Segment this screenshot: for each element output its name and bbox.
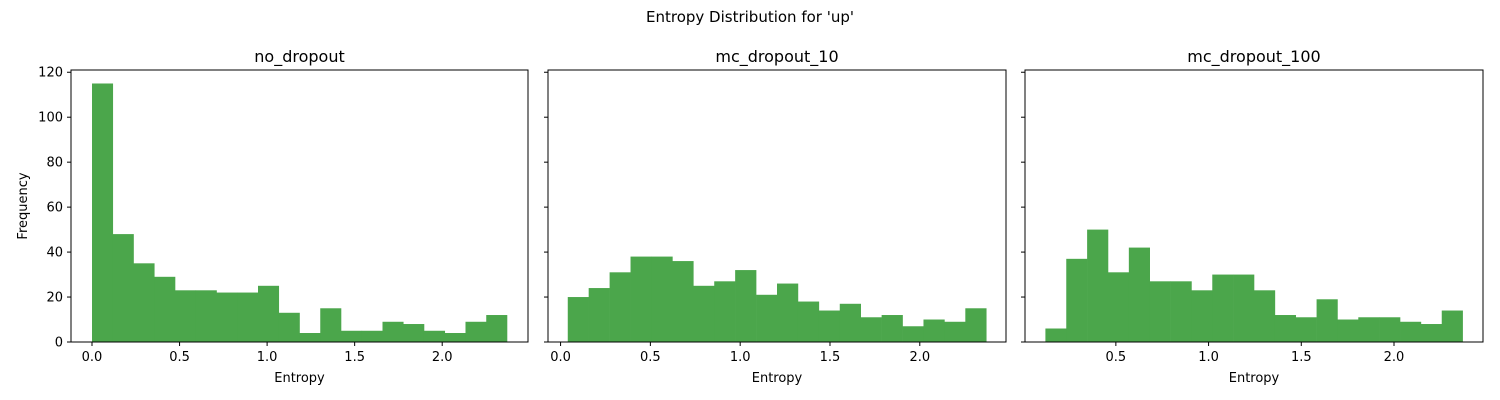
x-tick-label: 1.5 [1291, 350, 1312, 365]
x-tick-label: 0.0 [82, 350, 103, 365]
histogram-bar [92, 83, 114, 343]
panel-0: 0.0 0.5 1.0 1.5 2.0 0 20 40 60 80 100 120 no_dropout… [38, 47, 529, 386]
panel-1: 0.0 0.5 1.0 1.5 2.0 mc_dropout_10 Entropy [544, 47, 1007, 386]
x-axis-label: Entropy [274, 371, 325, 386]
x-tick-label: 1.5 [820, 350, 841, 365]
histogram-bar [382, 321, 404, 342]
histogram-bar [735, 270, 757, 342]
histogram-bar [944, 321, 966, 342]
histogram-bar [1107, 272, 1130, 342]
histogram-bar [258, 285, 280, 342]
x-tick-label: 0.5 [1106, 350, 1127, 365]
histogram-bar [797, 301, 820, 342]
figure-title: Entropy Distribution for 'up' [646, 8, 854, 26]
histogram-bar [923, 319, 945, 342]
y-tick-label: 120 [38, 66, 63, 81]
histogram-bar [1316, 299, 1338, 342]
x-axis-label: Entropy [752, 371, 803, 386]
x-tick-label: 2.0 [432, 350, 453, 365]
histogram-bar [630, 256, 652, 342]
histogram-bar [588, 288, 610, 342]
x-tick-label: 0.5 [640, 350, 661, 365]
x-tick-label: 2.0 [1384, 350, 1405, 365]
histogram-bar [1379, 317, 1401, 342]
y-tick-label: 60 [46, 201, 63, 216]
histogram-bar [1441, 310, 1463, 342]
x-tick-label: 1.0 [730, 350, 751, 365]
histogram-bar [403, 324, 425, 342]
histogram-bar [609, 272, 631, 342]
axes-frame [1024, 69, 1484, 343]
histogram-bar [1274, 315, 1297, 342]
histogram-bar [651, 256, 673, 342]
histogram-bar [1066, 258, 1088, 342]
histogram-bar [195, 290, 217, 342]
axes-frame [547, 69, 1007, 343]
histogram-bar [444, 333, 466, 342]
axes-frame [70, 69, 529, 343]
x-tick-label: 0.0 [550, 350, 571, 365]
histogram-bar [1233, 274, 1255, 342]
histogram-bar [1087, 229, 1109, 342]
histogram-bar [714, 281, 736, 342]
y-tick-label: 40 [46, 246, 63, 261]
histogram-bar [175, 290, 197, 342]
histogram-bar [777, 283, 799, 342]
panel-2: 0.5 1.0 1.5 2.0 mc_dropout_100 Entropy [1021, 47, 1484, 386]
histogram-bar [965, 308, 987, 342]
histogram-bar [1045, 328, 1067, 342]
histogram-bar [1400, 321, 1422, 342]
histogram-bar [881, 315, 903, 342]
histogram-bar [361, 330, 383, 342]
y-tick-label: 0 [55, 336, 63, 351]
histogram-bar [320, 308, 342, 342]
histogram-bar [486, 315, 508, 342]
histogram-bar [341, 330, 363, 342]
histogram-bar [1420, 324, 1443, 342]
histogram-bar [567, 297, 589, 342]
histogram-bar [756, 294, 778, 342]
panel-title: no_dropout [254, 47, 344, 67]
histogram-bar [902, 326, 924, 342]
histogram-bar [154, 276, 176, 342]
histogram-bar [299, 333, 321, 342]
histogram-bar [237, 292, 259, 342]
x-axis-label: Entropy [1229, 371, 1280, 386]
y-tick-label: 20 [46, 291, 63, 306]
y-axis-label: Frequency [16, 172, 31, 239]
x-tick-label: 1.0 [257, 350, 278, 365]
x-tick-label: 2.0 [909, 350, 930, 365]
x-tick-label: 0.5 [169, 350, 190, 365]
histogram-bar [860, 317, 882, 342]
histogram-bar [423, 330, 446, 342]
histogram-bar [1358, 317, 1380, 342]
histogram-bar [133, 263, 155, 342]
histogram-bar [818, 310, 841, 342]
histogram-bar [112, 234, 134, 342]
histogram-bar [1170, 281, 1192, 342]
histogram-bar [216, 292, 238, 342]
x-tick-label: 1.5 [344, 350, 365, 365]
histogram-bar [693, 285, 715, 342]
histogram-bar [1337, 319, 1359, 342]
histogram-bar [278, 312, 300, 342]
histogram-bar [1295, 317, 1317, 342]
y-tick-label: 100 [38, 111, 63, 126]
y-tick-label: 80 [46, 156, 63, 171]
histogram-bar [672, 261, 694, 342]
histogram-bar [1212, 274, 1234, 342]
x-tick-label: 1.0 [1198, 350, 1219, 365]
histogram-bar [1191, 290, 1213, 342]
histogram-bar [465, 321, 487, 342]
panel-title: mc_dropout_100 [1187, 47, 1320, 67]
histogram-bar [839, 303, 861, 342]
histogram-bar [1149, 281, 1171, 342]
histogram-bar [1128, 247, 1150, 342]
histogram-bar [1254, 290, 1276, 342]
panel-title: mc_dropout_10 [715, 47, 838, 67]
